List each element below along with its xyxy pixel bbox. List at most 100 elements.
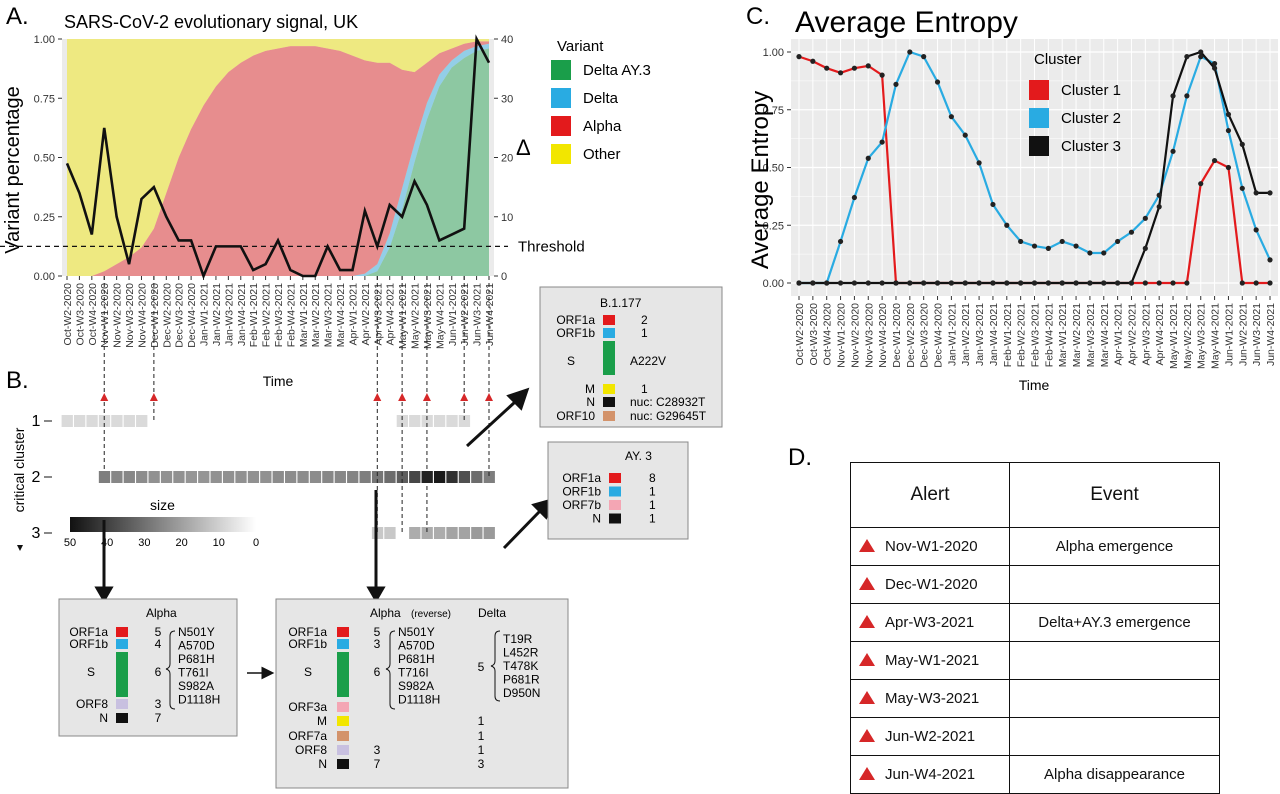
cluster-2-cell (371, 471, 384, 483)
size-tick-label: 20 (175, 537, 187, 549)
cluster-2-point (1211, 60, 1218, 67)
cluster-3-point (1156, 204, 1162, 210)
cluster-2-cell (285, 471, 297, 483)
x-tick-label: Apr-W3-2021 (372, 283, 384, 346)
legend-swatch (551, 116, 571, 136)
gene-bar-s (116, 652, 128, 697)
x-tick-label: Jun-W4-2021 (484, 283, 496, 346)
cluster-3-point (879, 280, 885, 286)
cluster-2-point (1239, 185, 1245, 191)
alert-table-header: Alert Event (850, 462, 1220, 528)
alert-triangle-icon (398, 393, 407, 401)
cluster-3-point (934, 280, 941, 286)
event-cell: Alpha disappearance (1009, 755, 1220, 794)
cluster-1-point (1225, 164, 1232, 171)
y2-tick-label: 30 (501, 93, 513, 105)
x-tick-label: Jun-W2-2021 (459, 283, 471, 346)
chart-c-ylabel: Average Entropy (747, 91, 774, 269)
cluster-1-cell (396, 415, 409, 427)
spike-mutation: T716I (398, 666, 429, 680)
cluster-2-cell (409, 471, 421, 483)
cluster-1-point (1211, 157, 1218, 164)
gene-bar (337, 627, 349, 637)
gene-label: N (586, 395, 595, 409)
alert-week: Jun-W4-2021 (885, 766, 976, 783)
cluster-1-point (810, 58, 816, 64)
cluster-1-point (796, 54, 802, 60)
gene-bar (603, 328, 615, 338)
alert-triangle-icon (859, 691, 875, 704)
cluster-2-cell (111, 471, 123, 483)
y-tick-label: 0.75 (34, 93, 55, 105)
gene-value: nuc: C28932T (630, 395, 706, 409)
cluster-2-point (1101, 250, 1107, 256)
x-tick-label: May-W4-2021 (1210, 303, 1222, 369)
cluster-3-cell (483, 527, 495, 539)
chart-a-legend: Variant Delta AY.3 Delta Alpha Other (551, 38, 651, 164)
x-tick-label: Jan-W4-2021 (236, 283, 248, 346)
cluster-3-point (948, 280, 954, 286)
cluster-1-cell (421, 415, 433, 427)
cluster-3-point (1198, 49, 1204, 55)
alert-cell: Jun-W4-2021 (850, 755, 1010, 794)
x-tick-label: Feb-W2-2021 (261, 283, 273, 347)
cluster-1-point (851, 65, 858, 71)
spike-mutation: S982A (398, 679, 434, 693)
gene-value: 5 (374, 625, 381, 639)
x-tick-label: Oct-W4-2020 (87, 283, 99, 346)
legend-label: Cluster 3 (1061, 138, 1121, 155)
alert-row: Dec-W1-2020 (850, 565, 1220, 604)
cluster-1-point (1239, 280, 1245, 286)
alert-row: Apr-W3-2021 Delta+AY.3 emergence (850, 603, 1220, 642)
x-tick-label: May-W1-2021 (1168, 303, 1180, 369)
x-tick-label: Oct-W3-2020 (808, 303, 820, 366)
cluster-3-point (1225, 111, 1232, 117)
gene-bar (609, 513, 621, 524)
cluster-1-cell (446, 415, 458, 427)
gene-bar (603, 411, 615, 421)
cluster-2-cell (136, 471, 148, 483)
x-tick-label: Oct-W3-2020 (74, 283, 86, 346)
x-tick-label: Dec-W3-2020 (174, 283, 186, 348)
x-tick-label: Jan-W3-2021 (974, 303, 986, 366)
gene-label: S (87, 665, 95, 679)
legend-swatch (1029, 136, 1049, 156)
cluster-3-point (1018, 280, 1024, 286)
alert-table: Alert Event Nov-W1-2020 Alpha emergence De… (850, 462, 1220, 794)
gene-value: nuc: G29645T (630, 409, 707, 423)
cluster-1-cell (86, 415, 98, 427)
cluster-3-point (1184, 54, 1190, 60)
cluster-2-point (1059, 238, 1065, 245)
alert-row: Jun-W4-2021 Alpha disappearance (850, 755, 1220, 794)
gene-value: 3 (155, 697, 162, 711)
cluster-2-cell (173, 471, 185, 483)
cluster-3-point (990, 280, 996, 286)
alpha-reverse-box (275, 598, 569, 789)
cluster-2-point (907, 49, 913, 55)
legend-label: Delta (583, 90, 619, 107)
y-tick-label: 0.25 (34, 212, 55, 224)
gene-bar (337, 716, 349, 726)
cluster-2-cell (471, 471, 483, 483)
cluster-2-cell (148, 471, 160, 483)
alert-cell: Jun-W2-2021 (850, 717, 1010, 756)
x-tick-label: May-W4-2021 (434, 283, 446, 349)
legend-label: Alpha (583, 118, 622, 135)
cluster-3-point (1045, 280, 1051, 286)
legend-swatch (551, 88, 571, 108)
brace (165, 630, 176, 710)
x-tick-label: Feb-W3-2021 (273, 283, 285, 347)
panel-b-label: B. (6, 367, 29, 394)
y2-tick-label: 0 (501, 271, 507, 283)
alert-row: Jun-W2-2021 (850, 717, 1220, 756)
cluster-3-point (1101, 280, 1107, 286)
cluster-3-point (907, 280, 913, 286)
cluster-2-cell (272, 471, 284, 483)
alert-cell: Apr-W3-2021 (850, 603, 1010, 642)
cluster-3-cell (421, 527, 433, 539)
event-cell: Alpha emergence (1009, 527, 1220, 566)
cluster-1-cell (458, 415, 471, 427)
alert-row: May-W1-2021 (850, 641, 1220, 680)
alert-triangle-icon (859, 653, 875, 666)
gene-value: 1 (649, 498, 656, 512)
